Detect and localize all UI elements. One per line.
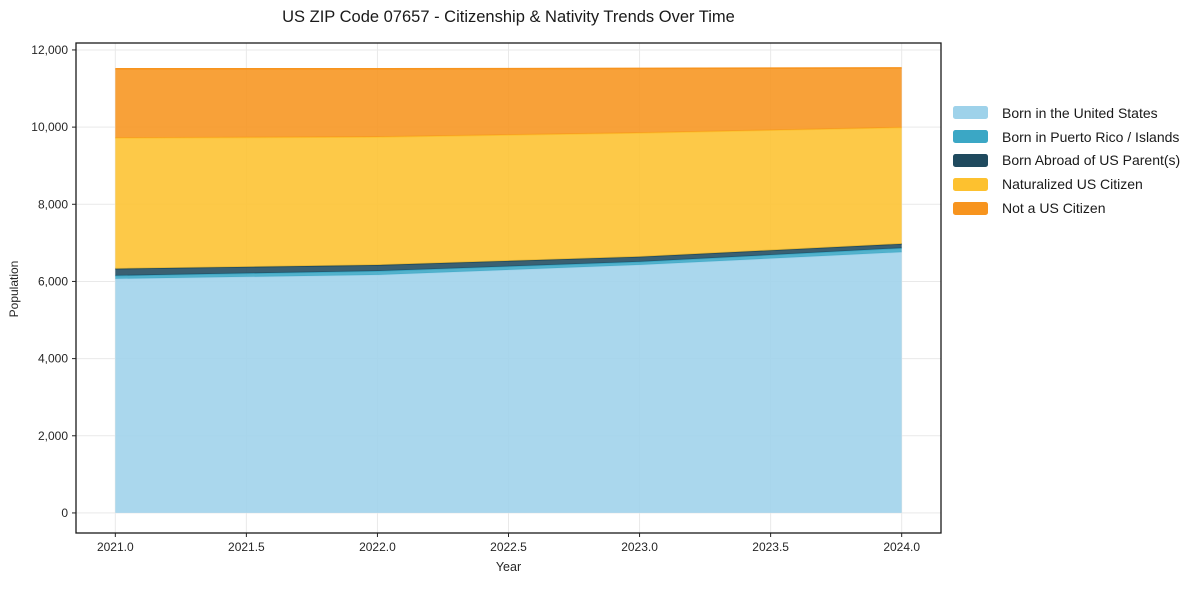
- legend: Born in the United States Born in Puerto …: [953, 101, 1180, 220]
- legend-swatch: [953, 177, 988, 191]
- area-edge: [115, 67, 902, 70]
- x-tick-label: 2021.5: [228, 540, 265, 554]
- y-tick-label: 6,000: [38, 274, 68, 288]
- legend-label: Born Abroad of US Parent(s): [1002, 152, 1181, 169]
- y-axis-label: Population: [7, 260, 21, 318]
- y-tick-label: 4,000: [38, 352, 68, 366]
- y-tick-label: 0: [61, 506, 68, 520]
- area-born-abroad-of-us-parent-s-: [115, 243, 902, 276]
- legend-label: Born in the United States: [1002, 104, 1158, 121]
- x-tick-label: 2024.0: [883, 540, 920, 554]
- legend-item: Born Abroad of US Parent(s): [953, 149, 1180, 173]
- y-tick-label: 2,000: [38, 429, 68, 443]
- x-axis-label: Year: [495, 560, 522, 574]
- y-tick-label: 8,000: [38, 197, 68, 211]
- x-tick-label: 2021.0: [97, 540, 134, 554]
- x-tick-label: 2023.5: [752, 540, 789, 554]
- y-tick-label: 12,000: [31, 43, 68, 57]
- legend-item: Naturalized US Citizen: [953, 172, 1180, 196]
- legend-item: Born in Puerto Rico / Islands: [953, 125, 1180, 149]
- x-tick-label: 2023.0: [621, 540, 658, 554]
- y-tick-label: 10,000: [31, 120, 68, 134]
- legend-label: Born in Puerto Rico / Islands: [1002, 128, 1180, 145]
- area-naturalized-us-citizen: [115, 127, 902, 269]
- legend-label: Naturalized US Citizen: [1002, 176, 1143, 193]
- area-born-in-puerto-rico-islands: [115, 248, 902, 279]
- area-not-a-us-citizen: [115, 67, 902, 138]
- chart-title: US ZIP Code 07657 - Citizenship & Nativi…: [282, 8, 735, 26]
- legend-label: Not a US Citizen: [1002, 200, 1106, 217]
- legend-item: Not a US Citizen: [953, 196, 1180, 220]
- legend-item: Born in the United States: [953, 101, 1180, 125]
- legend-swatch: [953, 153, 988, 167]
- legend-swatch: [953, 201, 988, 215]
- x-tick-label: 2022.0: [359, 540, 396, 554]
- legend-swatch: [953, 106, 988, 120]
- x-tick-label: 2022.5: [490, 540, 527, 554]
- area-born-in-the-united-states: [115, 252, 902, 513]
- legend-swatch: [953, 130, 988, 144]
